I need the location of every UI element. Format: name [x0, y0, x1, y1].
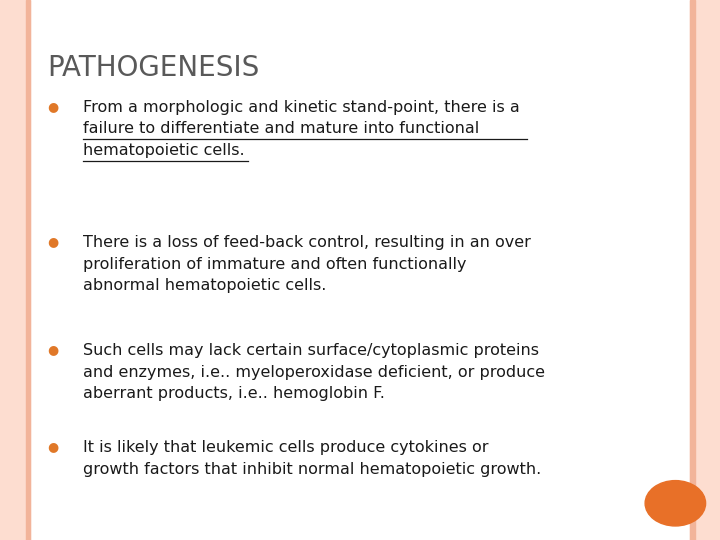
- Text: PATHOGENESIS: PATHOGENESIS: [47, 54, 259, 82]
- Bar: [0, 0, 30, 540]
- Text: Such cells may lack certain surface/cytoplasmic proteins
and enzymes, i.e.. myel: Such cells may lack certain surface/cyto…: [83, 343, 545, 401]
- Circle shape: [645, 481, 706, 526]
- Text: ●: ●: [47, 100, 58, 113]
- Text: ●: ●: [47, 235, 58, 248]
- Text: It is likely that leukemic cells produce cytokines or
growth factors that inhibi: It is likely that leukemic cells produce…: [83, 440, 541, 477]
- Bar: [690, 0, 695, 540]
- Text: ●: ●: [47, 343, 58, 356]
- Text: ●: ●: [47, 440, 58, 453]
- Text: There is a loss of feed-back control, resulting in an over
proliferation of imma: There is a loss of feed-back control, re…: [83, 235, 531, 293]
- Bar: [690, 0, 720, 540]
- Text: failure to differentiate and mature into functional: failure to differentiate and mature into…: [83, 122, 479, 137]
- Bar: [25, 0, 30, 540]
- Text: From a morphologic and kinetic stand-point, there is a: From a morphologic and kinetic stand-poi…: [83, 100, 520, 115]
- Text: hematopoietic cells.: hematopoietic cells.: [83, 143, 244, 158]
